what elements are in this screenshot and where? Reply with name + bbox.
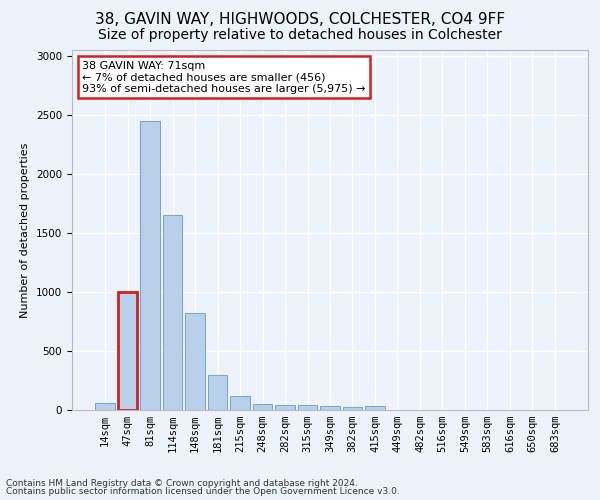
Text: Contains HM Land Registry data © Crown copyright and database right 2024.: Contains HM Land Registry data © Crown c… (6, 478, 358, 488)
Bar (298, 406, 317, 410)
Bar (185, 313, 205, 410)
Bar (253, 404, 272, 410)
Y-axis label: Number of detached properties: Number of detached properties (20, 142, 31, 318)
Bar (275, 406, 295, 410)
Bar (320, 406, 340, 410)
Text: Size of property relative to detached houses in Colchester: Size of property relative to detached ho… (98, 28, 502, 42)
Bar (140, 121, 160, 410)
Text: Contains public sector information licensed under the Open Government Licence v3: Contains public sector information licen… (6, 487, 400, 496)
Bar (163, 215, 182, 410)
Text: 38, GAVIN WAY, HIGHWOODS, COLCHESTER, CO4 9FF: 38, GAVIN WAY, HIGHWOODS, COLCHESTER, CO… (95, 12, 505, 28)
Bar (230, 396, 250, 410)
Bar (343, 407, 362, 410)
Bar (365, 406, 385, 410)
Bar (95, 403, 115, 410)
Bar (118, 292, 137, 410)
Text: 38 GAVIN WAY: 71sqm
← 7% of detached houses are smaller (456)
93% of semi-detach: 38 GAVIN WAY: 71sqm ← 7% of detached hou… (82, 61, 366, 94)
Bar (208, 374, 227, 410)
